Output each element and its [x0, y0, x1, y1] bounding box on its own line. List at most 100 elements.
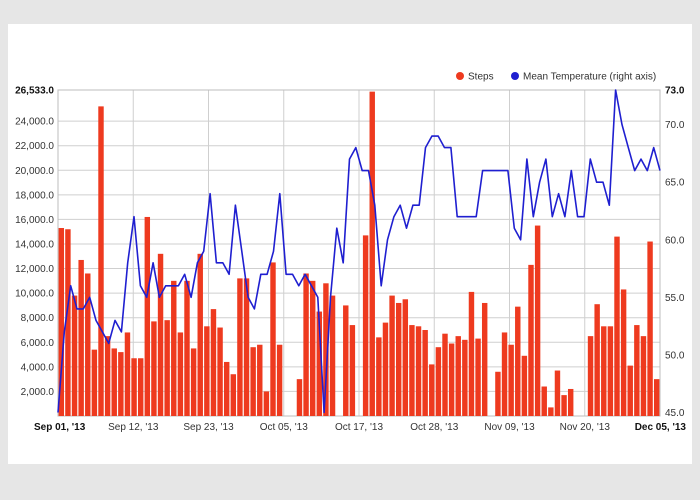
steps-bar: [567, 388, 574, 416]
steps-bar: [223, 361, 230, 416]
legend-label: Mean Temperature (right axis): [523, 72, 656, 83]
y-left-tick-label: 4,000.0: [21, 362, 55, 373]
steps-bar: [78, 259, 84, 416]
chart-frame: 2,000.0 4,000.0 6,000.0 8,000.0 10,000.0 12,0…: [8, 24, 692, 464]
steps-bar: [144, 216, 151, 416]
steps-bar: [210, 309, 217, 416]
y-left-tick-label: 12,000.0: [15, 264, 54, 275]
steps-bar: [481, 302, 488, 416]
steps-bar: [515, 306, 521, 416]
steps-bar: [58, 228, 65, 416]
y-left-tick-label: 14,000.0: [15, 239, 54, 250]
legend-item-steps[interactable]: Steps: [456, 72, 494, 83]
steps-bar: [462, 339, 468, 416]
steps-bar: [349, 325, 356, 416]
steps-bar: [91, 349, 98, 416]
y-left-tick-label: 26,533.0: [15, 86, 54, 97]
steps-bar: [614, 236, 620, 416]
temperature-line-layer: [57, 89, 661, 414]
steps-bar: [415, 326, 422, 416]
y-right-tick-label: 73.0: [665, 86, 685, 97]
steps-bar: [548, 407, 554, 416]
y-right-tick-label: 55.0: [665, 293, 685, 304]
steps-bar: [541, 386, 547, 416]
steps-bar: [442, 333, 448, 416]
x-tick-label: Dec 05, '13: [635, 422, 687, 433]
steps-bar: [501, 332, 508, 416]
steps-bar: [601, 326, 607, 416]
steps-bar: [627, 365, 633, 416]
y-right-tick-label: 70.0: [665, 120, 685, 131]
steps-bar: [270, 262, 276, 416]
steps-bar: [296, 379, 303, 416]
y-left-tick-label: 10,000.0: [15, 289, 54, 300]
x-tick-label: Sep 12, '13: [108, 422, 159, 433]
steps-bar: [263, 391, 270, 416]
steps-bar: [309, 280, 316, 416]
y-left-tick-label: 18,000.0: [15, 190, 54, 201]
steps-bar: [653, 379, 660, 416]
steps-bar: [429, 364, 435, 416]
steps-bar: [171, 280, 177, 416]
y-right-tick-label: 65.0: [665, 178, 685, 189]
x-tick-label: Oct 28, '13: [410, 422, 458, 433]
steps-bar: [190, 348, 197, 416]
steps-bar: [118, 352, 124, 416]
steps-bar: [620, 289, 627, 416]
y-right-tick-label: 60.0: [665, 235, 685, 246]
y-left-tick-label: 24,000.0: [15, 117, 54, 128]
steps-bar: [435, 347, 442, 416]
steps-bar: [217, 327, 223, 416]
steps-bar: [395, 302, 402, 416]
y-left-tick-label: 22,000.0: [15, 141, 54, 152]
y-left-tick-label: 2,000.0: [21, 387, 55, 398]
chart: 2,000.0 4,000.0 6,000.0 8,000.0 10,000.0 12,0…: [15, 72, 686, 434]
steps-bar: [508, 344, 514, 416]
steps-bar: [495, 371, 501, 416]
steps-bar: [634, 325, 640, 416]
steps-bar: [104, 336, 111, 416]
steps-bar: [243, 278, 250, 416]
steps-bar: [184, 280, 190, 416]
x-tick-label: Oct 05, '13: [260, 422, 308, 433]
legend[interactable]: Steps Mean Temperature (right axis): [456, 72, 656, 83]
steps-bar: [131, 358, 137, 416]
y-right-tick-label: 50.0: [665, 350, 685, 361]
steps-bar: [137, 358, 144, 416]
steps-bar: [561, 395, 567, 416]
steps-bar: [382, 322, 389, 416]
steps-bar: [197, 253, 203, 416]
steps-bar: [376, 337, 382, 416]
steps-bar: [422, 329, 428, 416]
x-tick-label: Nov 09, '13: [484, 422, 535, 433]
y-left-tick-label: 20,000.0: [15, 166, 54, 177]
x-tick-label: Nov 20, '13: [560, 422, 611, 433]
steps-bar: [303, 273, 309, 416]
steps-bar: [607, 326, 614, 416]
steps-bar: [65, 229, 71, 416]
steps-bar: [389, 295, 395, 416]
legend-marker-icon: [456, 72, 464, 80]
steps-bar: [85, 273, 91, 416]
steps-bar: [362, 235, 369, 416]
steps-bar: [164, 320, 170, 416]
axes: 2,000.0 4,000.0 6,000.0 8,000.0 10,000.0 12,0…: [15, 86, 686, 434]
temperature-line: [57, 89, 661, 414]
y-left-tick-label: 8,000.0: [21, 313, 55, 324]
steps-bar: [647, 241, 653, 416]
legend-item-temperature[interactable]: Mean Temperature (right axis): [511, 72, 656, 83]
steps-bar: [455, 336, 461, 416]
steps-bar: [409, 325, 415, 416]
steps-bar: [329, 295, 336, 416]
legend-label: Steps: [468, 72, 494, 83]
steps-bar: [276, 344, 283, 416]
x-tick-label: Sep 01, '13: [34, 422, 86, 433]
steps-bar: [594, 304, 600, 416]
steps-bar: [554, 370, 561, 416]
y-left-tick-label: 16,000.0: [15, 215, 54, 226]
steps-bar: [587, 336, 594, 416]
x-tick-label: Oct 17, '13: [335, 422, 383, 433]
steps-bar: [534, 225, 541, 416]
steps-bar: [230, 374, 237, 416]
steps-bar: [151, 321, 157, 416]
